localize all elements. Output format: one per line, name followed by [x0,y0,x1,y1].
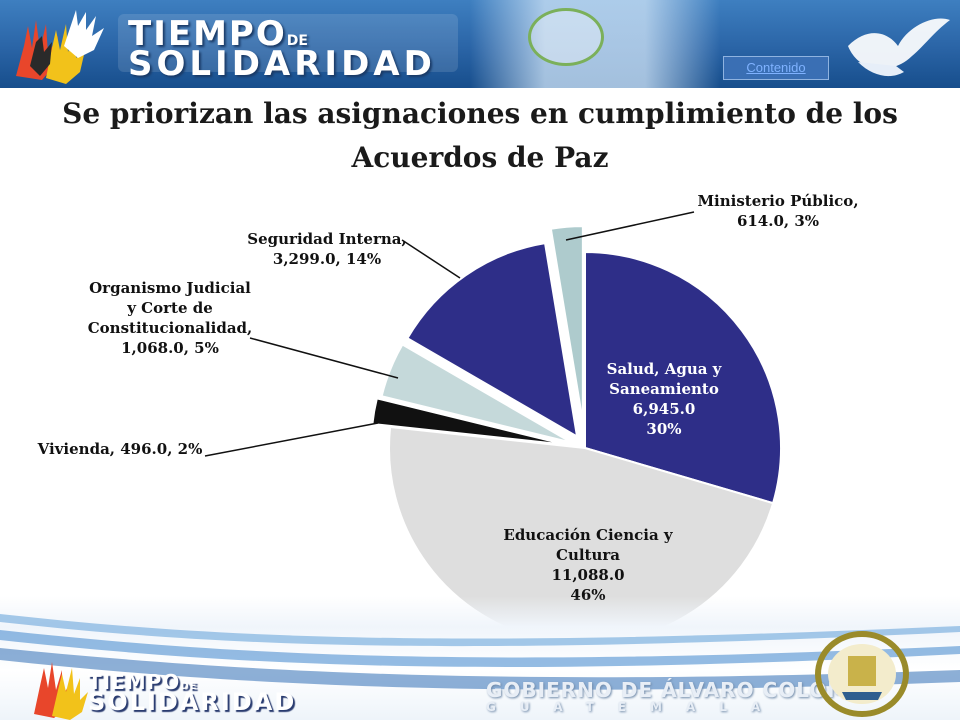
pie-label-seguridad-interna: Seguridad Interna, 3,299.0, 14% [247,230,406,268]
logo-title-line1: TIEMPODE [128,14,308,54]
footer-hands-icon [34,662,88,720]
dove-icon [848,18,950,77]
pie-label-organismo-judicial-y-corte-de-constitucionalidad: Organismo Judicial y Corte de Constitucion… [88,279,253,357]
logo-banner [118,14,458,72]
logo-title-line2: SOLIDARIDAD [128,44,436,84]
coat-of-arms-icon [815,631,909,717]
footer-logo-line2: SOLIDARIDAD [88,688,297,716]
pie-slice-seguridad-interna [406,241,579,439]
pie-chart: Salud, Agua y Saneamiento 6,945.0 30%Educac… [37,192,859,645]
footer-banner: TIEMPODE SOLIDARIDAD [0,596,960,720]
pie-slice-salud-agua-y-saneamiento [584,250,782,505]
pie-label-ministerio-publico: Ministerio Público, 614.0, 3% [697,192,858,230]
header-banner: TIEMPODE SOLIDARIDAD Contenido [0,0,960,88]
pie-slices [371,225,782,645]
leader-line-vivienda [204,422,379,457]
pie-slice-organismo-judicial-y-corte-de-constitucionalidad [380,343,573,444]
leader-line-organismo-judicial-y-corte-de-constitucionalidad [249,337,399,379]
footer-waves [0,614,960,690]
government-country: GUATEMALA [486,700,785,714]
slide-title: Se priorizan las asignaciones en cumplim… [62,97,898,174]
leader-line-ministerio-publico [565,211,695,241]
pie-labels: Salud, Agua y Saneamiento 6,945.0 30%Educac… [37,192,859,604]
hands-logo-icon [16,10,104,84]
contenido-link[interactable]: Contenido [723,56,829,80]
guatemala-seal-icon [528,8,604,66]
footer-logo-line1: TIEMPODE [88,670,198,694]
pie-leader-lines [204,211,695,457]
leader-line-seguridad-interna [401,239,461,279]
pie-label-salud-agua-y-saneamiento: Salud, Agua y Saneamiento 6,945.0 30% [607,360,723,438]
government-name: GOBIERNO DE ÁLVARO COLOM [486,678,849,702]
pie-slice-ministerio-publico [549,225,584,423]
pie-label-vivienda: Vivienda, 496.0, 2% [37,440,203,458]
